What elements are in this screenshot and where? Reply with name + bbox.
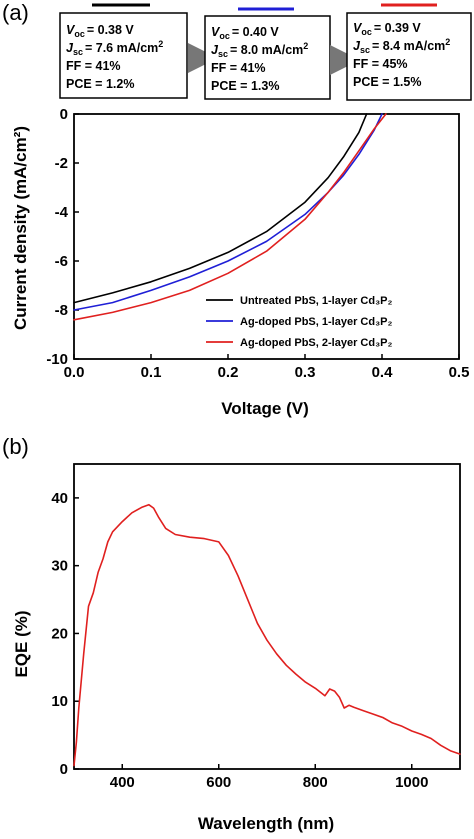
eqe-x-tick-label: 400 bbox=[110, 774, 135, 791]
box-3-voc: = 0.39 V bbox=[374, 21, 422, 35]
jv-series-line-2 bbox=[73, 113, 383, 311]
jv-y-tick-label: 0 bbox=[60, 106, 68, 123]
jv-y-axis-title: Current density (mA/cm²) bbox=[11, 126, 30, 330]
svg-text:Voc= 0.39 V: Voc = 0.39 V bbox=[353, 21, 421, 37]
jv-y-tick-label: -6 bbox=[55, 253, 68, 270]
eqe-y-tick-label: 0 bbox=[60, 761, 68, 778]
jv-y-tick-label: -10 bbox=[46, 351, 68, 368]
box-2-voc: = 0.40 V bbox=[232, 25, 280, 39]
jv-y-tick-label: -8 bbox=[55, 302, 68, 319]
legend-label-ag-1layer: Ag-doped PbS, 1-layer Cd₃P₂ bbox=[240, 316, 392, 328]
box-3-ff: FF = 45% bbox=[353, 57, 408, 71]
eqe-y-axis-title: EQE (%) bbox=[12, 610, 31, 677]
eqe-y-tick-label: 40 bbox=[51, 490, 68, 507]
annotation-box-2: Voc = 0.40 V Jsc = 8.0 mA/cm2 FF = 41% PCE… bbox=[204, 7, 331, 100]
legend-label-ag-2layer: Ag-doped PbS, 2-layer Cd₃P₂ bbox=[240, 337, 392, 349]
box-1-pce: PCE = 1.2% bbox=[66, 77, 134, 91]
box-2-ff: FF = 41% bbox=[211, 61, 266, 75]
eqe-x-axis-title: Wavelength (nm) bbox=[198, 814, 334, 833]
eqe-x-tick-label: 800 bbox=[303, 774, 328, 791]
legend-label-untreated: Untreated PbS, 1-layer Cd₃P₂ bbox=[240, 295, 393, 307]
box-1-jsc: = 7.6 mA/cm bbox=[85, 41, 158, 55]
eqe-plot-frame bbox=[73, 463, 461, 770]
jv-y-tick-label: -4 bbox=[55, 204, 69, 221]
box-3-pce: PCE = 1.5% bbox=[353, 75, 421, 89]
jv-series-line-1 bbox=[73, 113, 368, 304]
box-3-jsc: = 8.4 mA/cm bbox=[372, 39, 445, 53]
annotation-box-3: Voc = 0.39 V Jsc = 8.4 mA/cm2 FF = 45% PCE… bbox=[346, 3, 472, 101]
jv-plot: 0.0 0.1 0.2 0.3 0.4 0.5 0 -2 -4 -6 -8 -10 bbox=[46, 106, 469, 381]
svg-text:Voc= 0.38 V: Voc = 0.38 V bbox=[66, 23, 134, 39]
box-2-jsc: = 8.0 mA/cm bbox=[230, 43, 303, 57]
annotation-box-1: Voc = 0.38 V Jsc = 7.6 mA/cm2 FF = 41% PCE… bbox=[59, 3, 188, 99]
svg-text:Jsc= 8.0 mA/cm2: Jsc = 8.0 mA/cm2 bbox=[211, 41, 308, 59]
jv-x-axis-title: Voltage (V) bbox=[221, 399, 309, 418]
jv-series-line-3 bbox=[73, 113, 387, 321]
eqe-y-tick-label: 10 bbox=[51, 693, 68, 710]
eqe-plot: 400 600 800 1000 0 10 20 30 40 bbox=[51, 463, 461, 791]
svg-text:Jsc= 8.4 mA/cm2: Jsc = 8.4 mA/cm2 bbox=[353, 37, 450, 55]
jv-x-tick-label: 0.3 bbox=[295, 364, 316, 381]
eqe-y-tick-label: 20 bbox=[51, 625, 68, 642]
box-1-voc: = 0.38 V bbox=[87, 23, 135, 37]
jv-x-tick-label: 0.2 bbox=[218, 364, 239, 381]
svg-text:Voc= 0.40 V: Voc = 0.40 V bbox=[211, 25, 279, 41]
svg-text:Jsc= 7.6 mA/cm2: Jsc = 7.6 mA/cm2 bbox=[66, 39, 163, 57]
eqe-y-tick-label: 30 bbox=[51, 558, 68, 575]
eqe-x-tick-label: 600 bbox=[206, 774, 231, 791]
jv-legend: Untreated PbS, 1-layer Cd₃P₂ Ag-doped Pb… bbox=[206, 295, 393, 349]
box-1-ff: FF = 41% bbox=[66, 59, 121, 73]
jv-y-tick-label: -2 bbox=[55, 155, 68, 172]
jv-x-tick-label: 0.5 bbox=[449, 364, 470, 381]
eqe-x-tick-label: 1000 bbox=[395, 774, 428, 791]
jv-x-tick-label: 0.4 bbox=[372, 364, 394, 381]
jv-x-tick-label: 0.0 bbox=[64, 364, 85, 381]
panel-label-a: (a) bbox=[2, 0, 29, 25]
jv-x-tick-label: 0.1 bbox=[141, 364, 162, 381]
jv-plot-frame bbox=[73, 113, 460, 360]
panel-label-b: (b) bbox=[2, 434, 29, 459]
box-2-pce: PCE = 1.3% bbox=[211, 79, 279, 93]
eqe-series-line-1 bbox=[73, 503, 461, 767]
